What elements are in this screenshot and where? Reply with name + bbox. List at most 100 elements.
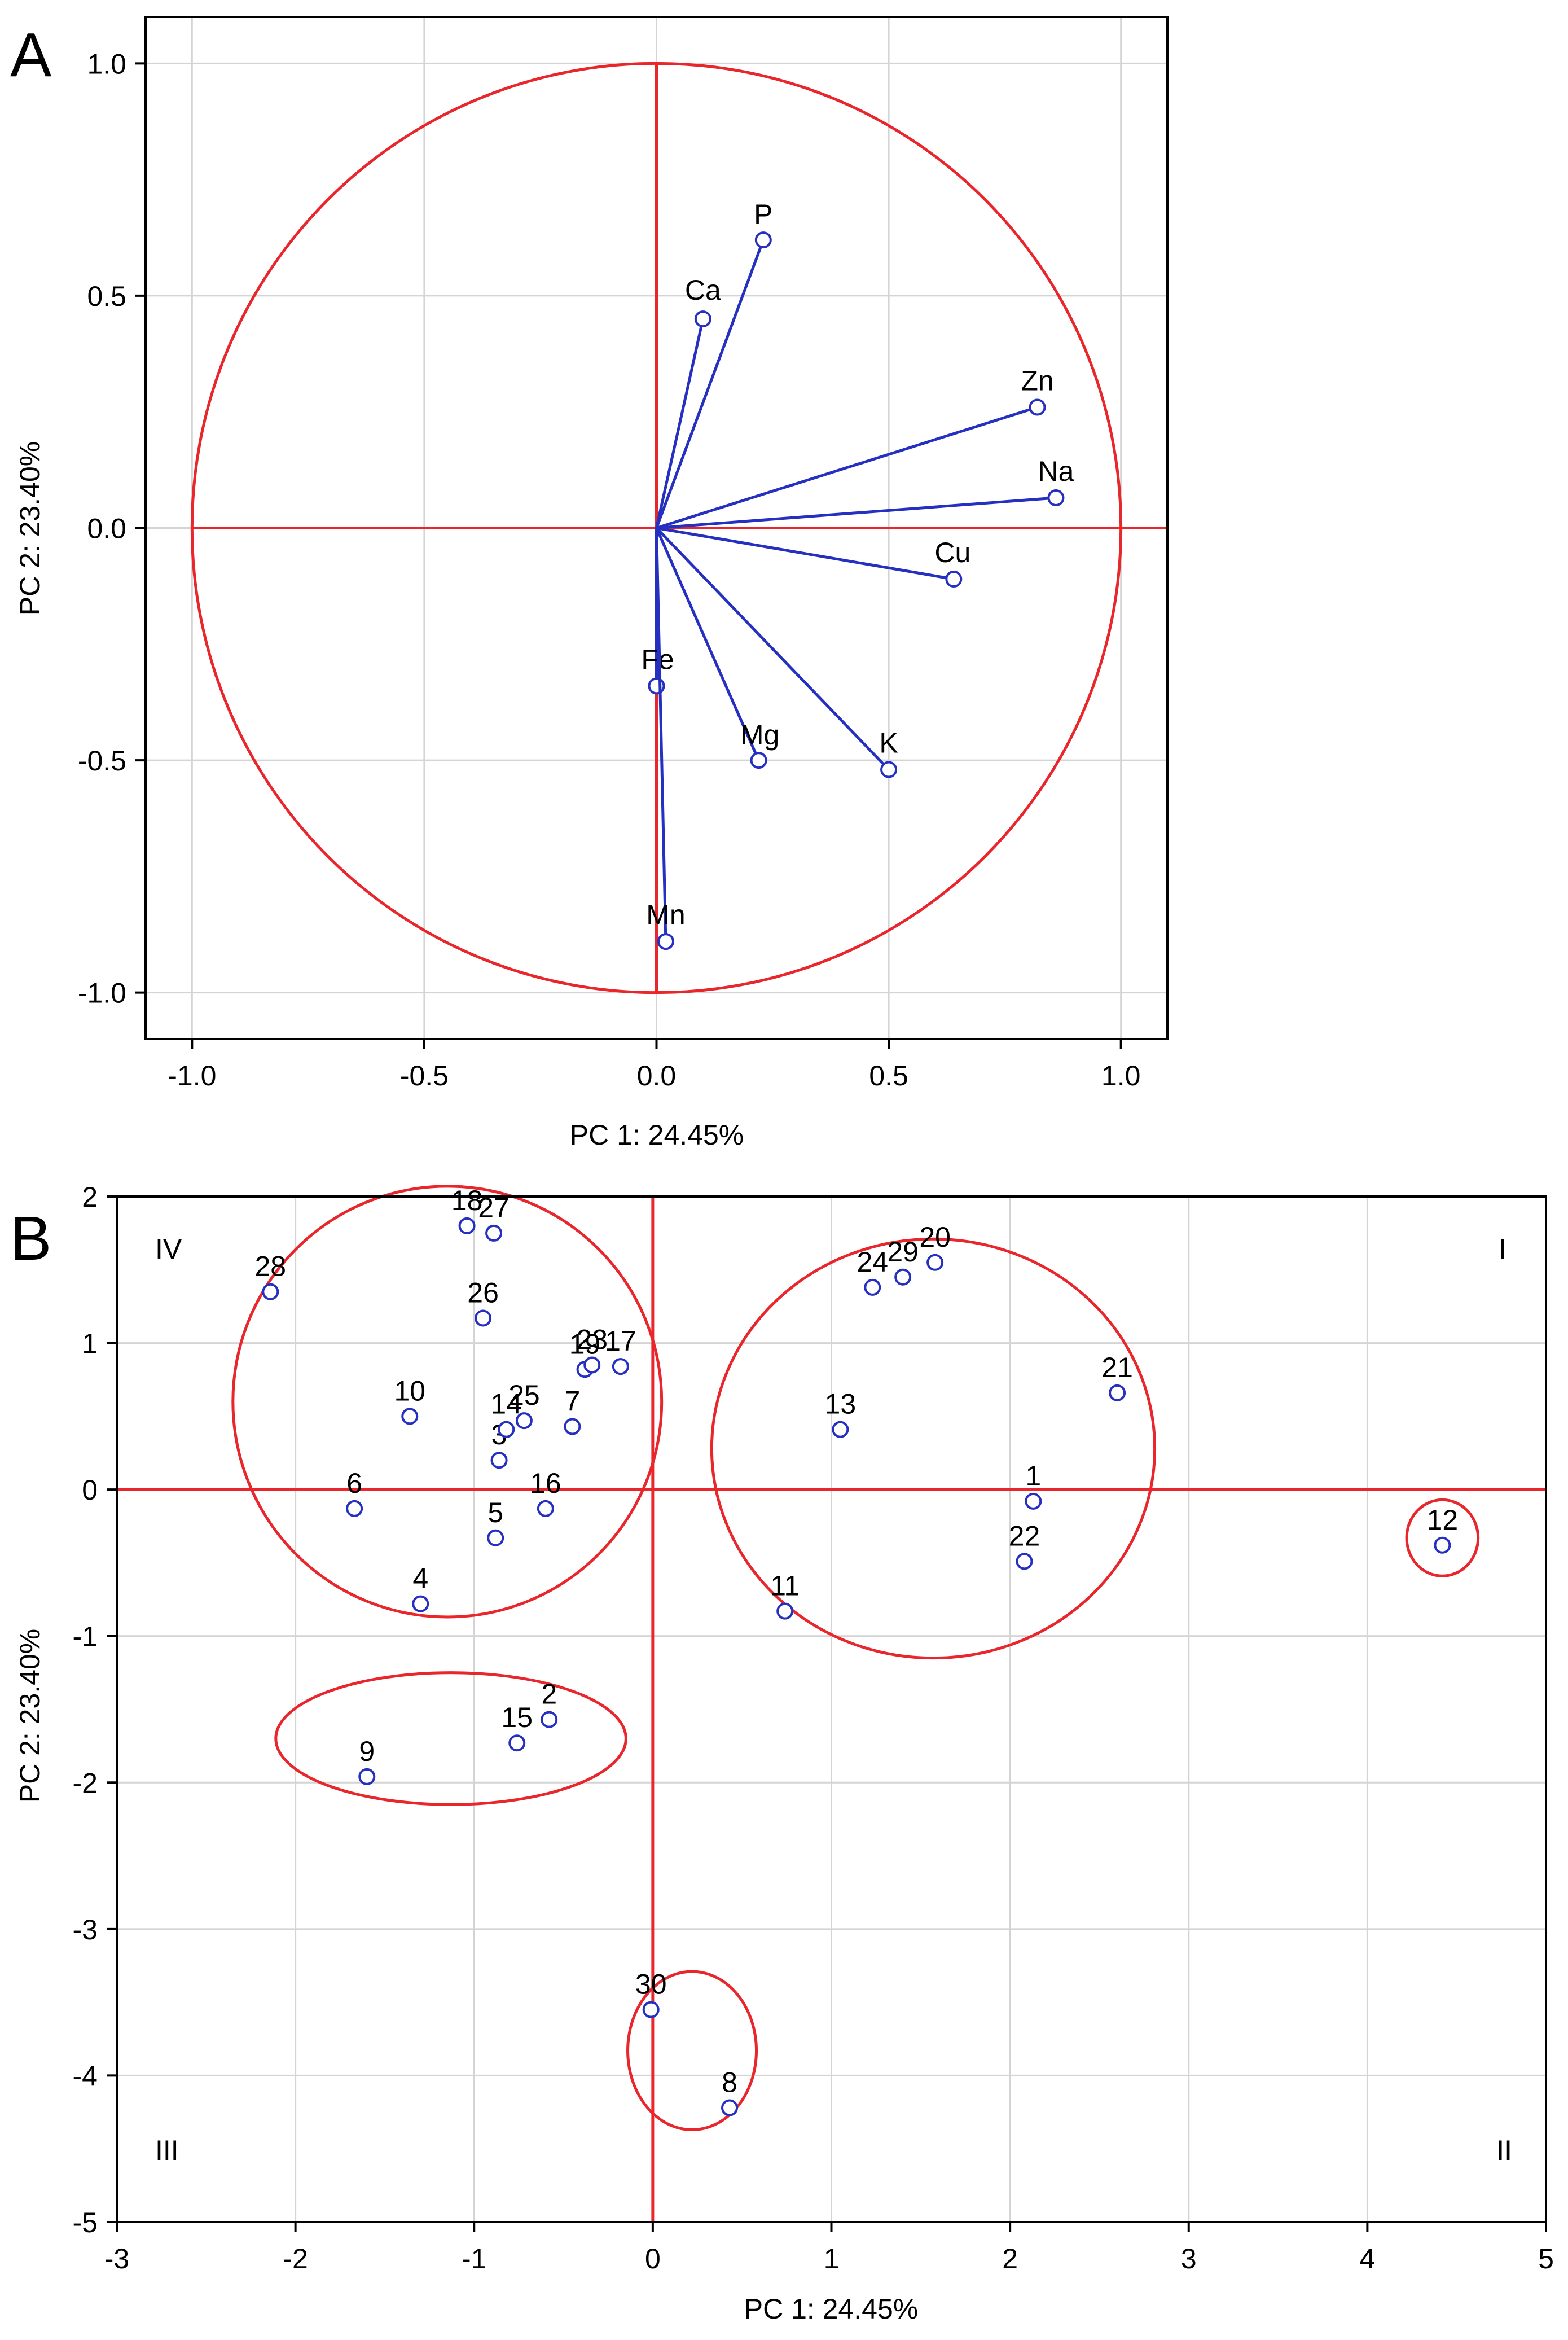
panel-b-sample-point xyxy=(541,1711,558,1728)
panel-b-quadrant-label: II xyxy=(1496,2135,1512,2166)
panel-b-sample-label: 14 xyxy=(490,1388,522,1420)
panel-b-sample-point xyxy=(262,1283,279,1300)
panel-b-sample-label: 30 xyxy=(635,1969,667,2000)
panel-b-x-tick-label: 4 xyxy=(1359,2243,1375,2275)
panel-b-sample-point xyxy=(515,1412,533,1430)
panel-a-x-tick-label: 0.5 xyxy=(869,1060,908,1092)
panel-a-x-tick-label: 0.0 xyxy=(637,1060,677,1092)
panel-a-y-tick-label: -0.5 xyxy=(78,745,126,777)
panel-b-sample-point xyxy=(894,1268,912,1286)
panel-b-x-tick-label: -2 xyxy=(283,2243,308,2275)
panel-b-group-ellipses xyxy=(231,1185,1480,2131)
panel-a-vector-label: Mg xyxy=(740,719,779,751)
panel-b-sample-point xyxy=(358,1768,376,1785)
panel-b-y-tick-label: -4 xyxy=(73,2060,98,2092)
panel-b-sample-label: 19 xyxy=(569,1328,601,1360)
panel-a-correlation-circle xyxy=(190,62,1123,994)
panel-a-vector-endpoint xyxy=(1047,489,1065,506)
panel-b-sample-point xyxy=(1016,1553,1033,1570)
panel-a-vector-line xyxy=(655,318,705,529)
panel-a-x-tick-label: 1.0 xyxy=(1101,1060,1141,1092)
panel-a-ticks: -1.0 -0.5 0.0 0.5 1.0 -1.0 -0.5 0.0 0.5 1.0 xyxy=(78,48,1141,1092)
panel-b-x-tick-label: -3 xyxy=(104,2243,129,2275)
panel-b-reference-lines xyxy=(117,1197,1546,2222)
panel-a-vector-endpoint xyxy=(694,310,711,328)
panel-b-sample-point xyxy=(487,1529,504,1546)
panel-a-x-tick-label: -0.5 xyxy=(400,1060,449,1092)
panel-b-grid xyxy=(116,1195,1547,2223)
panel-b-y-tick-label: -1 xyxy=(73,1621,98,1653)
panel-a-y-axis-label: PC 2: 23.40% xyxy=(14,441,46,616)
panel-b-sample-label: 25 xyxy=(508,1379,540,1411)
panel-a-letter: A xyxy=(10,20,52,90)
panel-b-sample-point xyxy=(412,1595,429,1612)
panel-b: B 12345678910111213141516171819202122232… xyxy=(10,1181,1554,2325)
panel-a-vector-label: Na xyxy=(1038,455,1074,487)
panel-a-reference-lines xyxy=(190,62,1167,994)
panel-b-sample-label: 23 xyxy=(576,1324,608,1356)
panel-a-x-tick-label: -1.0 xyxy=(168,1060,216,1092)
panel-b-x-tick-label: -1 xyxy=(462,2243,486,2275)
panel-b-sample-label: 15 xyxy=(501,1702,533,1733)
panel-b-sample-label: 12 xyxy=(1427,1504,1459,1536)
panel-a-vector-label: P xyxy=(754,199,772,230)
panel-a-vector-label: Mn xyxy=(646,899,685,931)
panel-b-sample-label: 20 xyxy=(919,1221,951,1253)
panel-a-vector-line xyxy=(655,527,890,771)
panel-b-x-tick-label: 3 xyxy=(1181,2243,1197,2275)
panel-a-vector-line xyxy=(656,406,1038,529)
panel-a-vector-endpoint xyxy=(648,677,665,695)
panel-b-sample-label: 6 xyxy=(346,1467,362,1499)
panel-a-vector-line xyxy=(655,527,760,761)
panel-a-vector-line xyxy=(656,527,954,581)
panel-a-vector-endpoint xyxy=(754,231,772,249)
panel-a-y-tick-label: 1.0 xyxy=(87,48,126,80)
panel-b-sample-label: 18 xyxy=(451,1185,483,1216)
panel-a-y-tick-label: 0.5 xyxy=(87,281,126,312)
panel-b-sample-point xyxy=(490,1452,508,1469)
panel-a-vector-endpoint xyxy=(657,933,674,950)
panel-b-sample-point xyxy=(721,2099,739,2116)
panel-b-sample-point xyxy=(612,1358,629,1375)
panel-b-sample-point xyxy=(485,1224,503,1242)
panel-b-sample-label: 2 xyxy=(541,1679,557,1710)
panel-b-points: 1234567891011121314151617181920212223242… xyxy=(254,1185,1459,2116)
panel-a-vector-line xyxy=(655,239,765,529)
panel-b-sample-point xyxy=(508,1734,526,1752)
panel-a-vectors: P Ca Zn Na Cu Fe Mg K Mn xyxy=(641,199,1074,950)
panel-b-x-tick-label: 0 xyxy=(645,2243,661,2275)
panel-b-sample-point xyxy=(498,1421,515,1438)
panel-b-x-tick-label: 1 xyxy=(824,2243,840,2275)
panel-a-vector-line xyxy=(656,496,1056,529)
panel-b-sample-point xyxy=(475,1309,492,1327)
panel-b-sample-point xyxy=(642,2001,660,2018)
panel-b-sample-point xyxy=(458,1217,476,1234)
panel-b-sample-point xyxy=(832,1421,849,1438)
panel-a-y-tick-label: 0.0 xyxy=(87,513,126,545)
panel-a-vector-line xyxy=(655,528,667,942)
panel-b-sample-point xyxy=(1434,1536,1451,1554)
panel-b-sample-point xyxy=(1109,1384,1126,1401)
panel-b-group-ellipse xyxy=(710,1237,1157,1660)
panel-b-x-tick-label: 5 xyxy=(1538,2243,1554,2275)
panel-b-x-tick-label: 2 xyxy=(1002,2243,1018,2275)
panel-b-sample-label: 10 xyxy=(394,1375,425,1406)
panel-b-y-tick-label: 1 xyxy=(82,1328,98,1360)
panel-a-vector-label: Zn xyxy=(1021,365,1053,396)
panel-b-sample-label: 8 xyxy=(722,2067,737,2098)
panel-b-sample-label: 26 xyxy=(467,1277,499,1308)
panel-b-sample-label: 21 xyxy=(1101,1352,1133,1383)
panel-b-sample-label: 5 xyxy=(487,1497,503,1528)
panel-b-y-tick-label: -2 xyxy=(73,1767,98,1799)
panel-b-y-tick-label: -5 xyxy=(73,2207,98,2238)
panel-b-quadrant-label: IV xyxy=(155,1233,182,1265)
panel-b-sample-point xyxy=(1025,1492,1042,1510)
panel-a-vector-endpoint xyxy=(880,761,898,778)
panel-a-x-axis-label: PC 1: 24.45% xyxy=(570,1119,744,1151)
panel-b-sample-point xyxy=(776,1602,794,1620)
panel-b-sample-label: 4 xyxy=(412,1563,428,1594)
panel-b-sample-label: 16 xyxy=(530,1467,561,1499)
